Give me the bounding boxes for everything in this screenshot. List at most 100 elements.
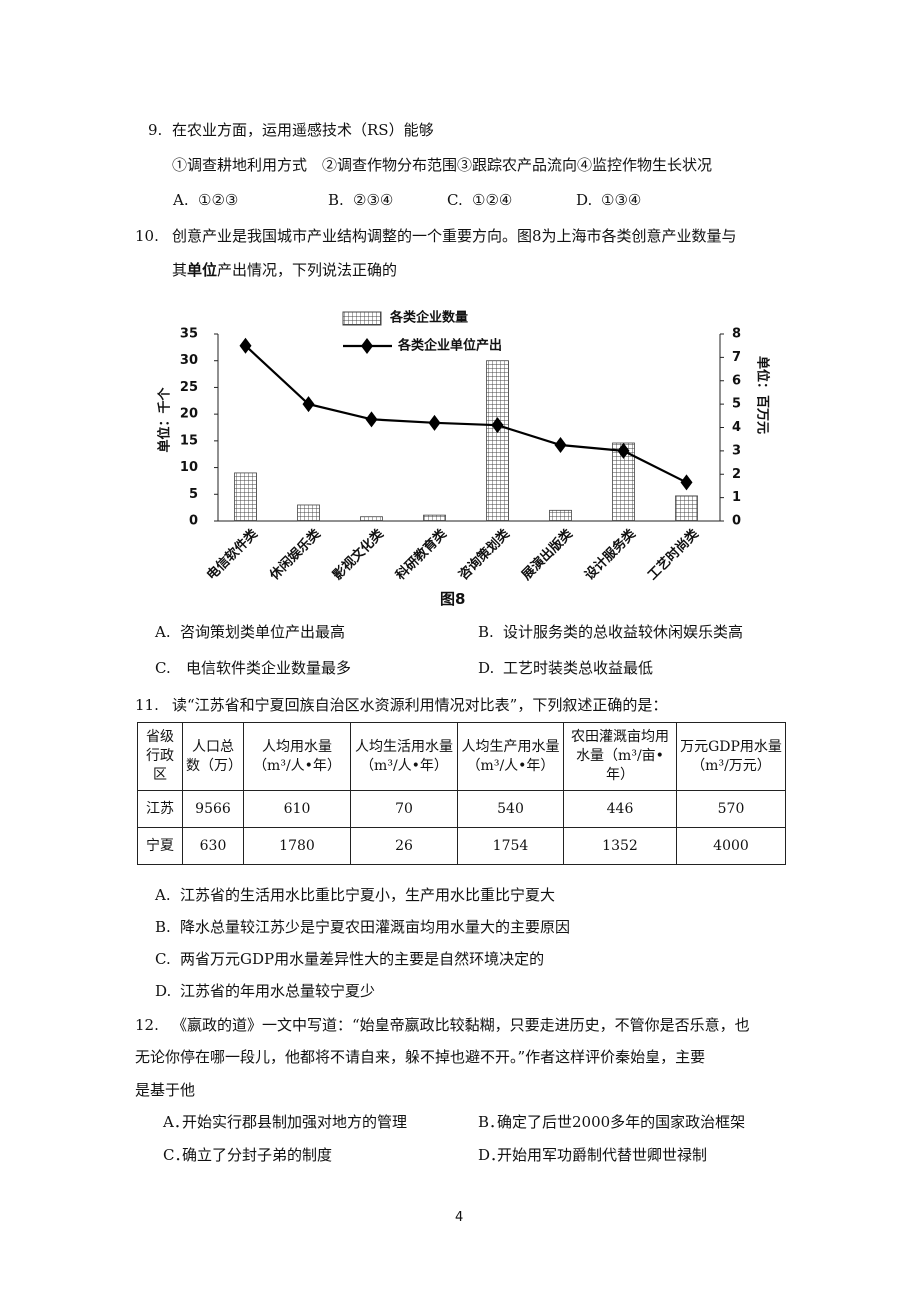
header-cell: 人均生产用水量（m³/人•年） (457, 722, 564, 791)
header-cell: 农田灌溉亩均用水量（m³/亩•年） (563, 722, 677, 791)
option-label: D. (478, 659, 495, 677)
y2-tick-label: 4 (732, 420, 741, 435)
page-number: 4 (455, 1210, 464, 1225)
legend-marker (361, 338, 373, 354)
y-tick-label: 15 (180, 433, 198, 448)
legend-swatch (342, 311, 382, 326)
line-marker (365, 411, 378, 428)
y2-tick-label: 5 (732, 397, 741, 412)
question-number: 10. (135, 227, 159, 245)
option-text: 开始实行郡县制加强对地方的管理 (182, 1113, 408, 1131)
option-label: B． (478, 1113, 505, 1131)
option-label: C． (163, 1146, 190, 1164)
header-cell: 省级行政区 (137, 722, 183, 791)
chart: 0 5 10 15 20 25 30 35 0 1 2 3 4 5 6 7 8 单位：千个 单位：百万元电信软件类休… (157, 310, 771, 584)
option-text: 工艺时装类总收益最低 (503, 659, 654, 677)
option-label: D. (155, 982, 172, 1000)
option-text: 江苏省的年用水总量较宁夏少 (180, 982, 376, 1000)
option-text: 电信软件类企业数量最多 (186, 659, 352, 677)
x-tick-label: 工艺时尚类 (645, 525, 703, 583)
table-cell: 570 (676, 790, 786, 828)
option-label: C. (155, 659, 171, 677)
bar (234, 472, 257, 522)
stem-bold: 单位 (187, 261, 218, 279)
y2-axis-title: 单位：百万元 (755, 356, 771, 434)
option-label: A. (155, 886, 171, 904)
option-label: B. (328, 191, 344, 209)
option-text: 江苏省的生活用水比重比宁夏小，生产用水比重比宁夏大 (180, 886, 556, 904)
legend-label: 各类企业单位产出 (397, 338, 502, 354)
table-cell: 1780 (243, 827, 351, 865)
option-label: A. (173, 191, 189, 209)
option-label: D． (478, 1146, 506, 1164)
y2-tick-label: 6 (732, 373, 741, 388)
option-label: A. (155, 623, 171, 641)
line-marker (680, 474, 693, 491)
table-cell: 9566 (182, 790, 244, 828)
option-text: ②③④ (353, 191, 394, 209)
x-tick-label: 电信软件类 (204, 525, 262, 583)
table-row: 宁夏 630 1780 26 1754 1352 4000 (137, 827, 786, 865)
option-text: 确立了分封子弟的制度 (182, 1146, 333, 1164)
x-tick-label: 休闲娱乐类 (266, 525, 325, 584)
line-marker (428, 414, 441, 431)
option-text: 设计服务类的总收益较休闲娱乐类高 (503, 623, 744, 641)
table-cell: 江苏 (137, 790, 183, 828)
table-cell: 610 (243, 790, 351, 828)
line-marker (302, 396, 315, 413)
x-tick-label: 影视文化类 (330, 525, 388, 583)
option-text: 开始用军功爵制代替世卿世禄制 (497, 1146, 708, 1164)
option-text: 咨询策划类单位产出最高 (180, 623, 346, 641)
bar (675, 495, 698, 522)
bar (486, 360, 509, 522)
legend-label: 各类企业数量 (389, 310, 468, 326)
y-tick-label: 20 (180, 407, 198, 422)
question-number: 11. (135, 696, 159, 714)
header-cell: 万元GDP用水量（m³/万元） (676, 722, 786, 791)
data-table: 省级行政区 人口总数（万） 人均用水量（m³/人•年） 人均生活用水量（m³/人•年）… (137, 722, 786, 865)
y2-tick-label: 2 (732, 467, 741, 482)
option-label: B. (155, 918, 171, 936)
table-cell: 1352 (563, 827, 677, 865)
y-tick-label: 35 (180, 327, 198, 342)
question-number: 9. (148, 121, 163, 139)
bar (423, 514, 446, 522)
question-stem: 《嬴政的道》一文中写道：“始皇帝嬴政比较黏糊，只要走进历史，不管你是否乐意，也 (172, 1016, 750, 1034)
option-text: 两省万元GDP用水量差异性大的主要是自然环境决定的 (180, 950, 545, 968)
option-text: 确定了后世2000多年的国家政治框架 (497, 1113, 746, 1131)
table-row: 江苏 9566 610 70 540 446 570 (137, 790, 786, 828)
bar (549, 509, 572, 522)
table-cell: 446 (563, 790, 677, 828)
table-cell: 540 (457, 790, 564, 828)
header-cell: 人口总数（万） (182, 722, 244, 791)
y2-tick-label: 1 (732, 490, 741, 505)
question-items: ①调查耕地利用方式 ②调查作物分布范围③跟踪农产品流向④监控作物生长状况 (172, 156, 713, 174)
header-cell: 人均用水量（m³/人•年） (243, 722, 351, 791)
line-marker (617, 442, 630, 459)
table-cell: 26 (350, 827, 458, 865)
table-cell: 1754 (457, 827, 564, 865)
option-text: ①②③ (198, 191, 239, 209)
y-tick-label: 5 (189, 487, 198, 502)
x-tick-label: 设计服务类 (582, 525, 640, 583)
y-tick-label: 0 (189, 514, 198, 529)
option-label: B. (478, 623, 494, 641)
option-text: ①③④ (601, 191, 642, 209)
line-marker (554, 437, 567, 454)
y2-tick-label: 8 (732, 327, 741, 342)
y-tick-label: 10 (180, 460, 198, 475)
header-cell: 人均生活用水量（m³/人•年） (350, 722, 458, 791)
question-stem: 在农业方面，运用遥感技术（RS）能够 (172, 121, 434, 139)
table-cell: 70 (350, 790, 458, 828)
option-label: A． (163, 1113, 189, 1131)
option-text: 降水总量较江苏少是宁夏农田灌溉亩均用水量大的主要原因 (180, 918, 571, 936)
y2-tick-label: 3 (732, 443, 741, 458)
stem-part: 其 (172, 261, 188, 279)
line-marker (239, 337, 252, 354)
x-tick-label: 展演出版类 (519, 525, 577, 583)
header-row: 省级行政区 人口总数（万） 人均用水量（m³/人•年） 人均生活用水量（m³/人•年）… (137, 722, 786, 791)
option-text: ①②④ (472, 191, 513, 209)
y-tick-label: 25 (180, 380, 198, 395)
option-label: C. (447, 191, 463, 209)
